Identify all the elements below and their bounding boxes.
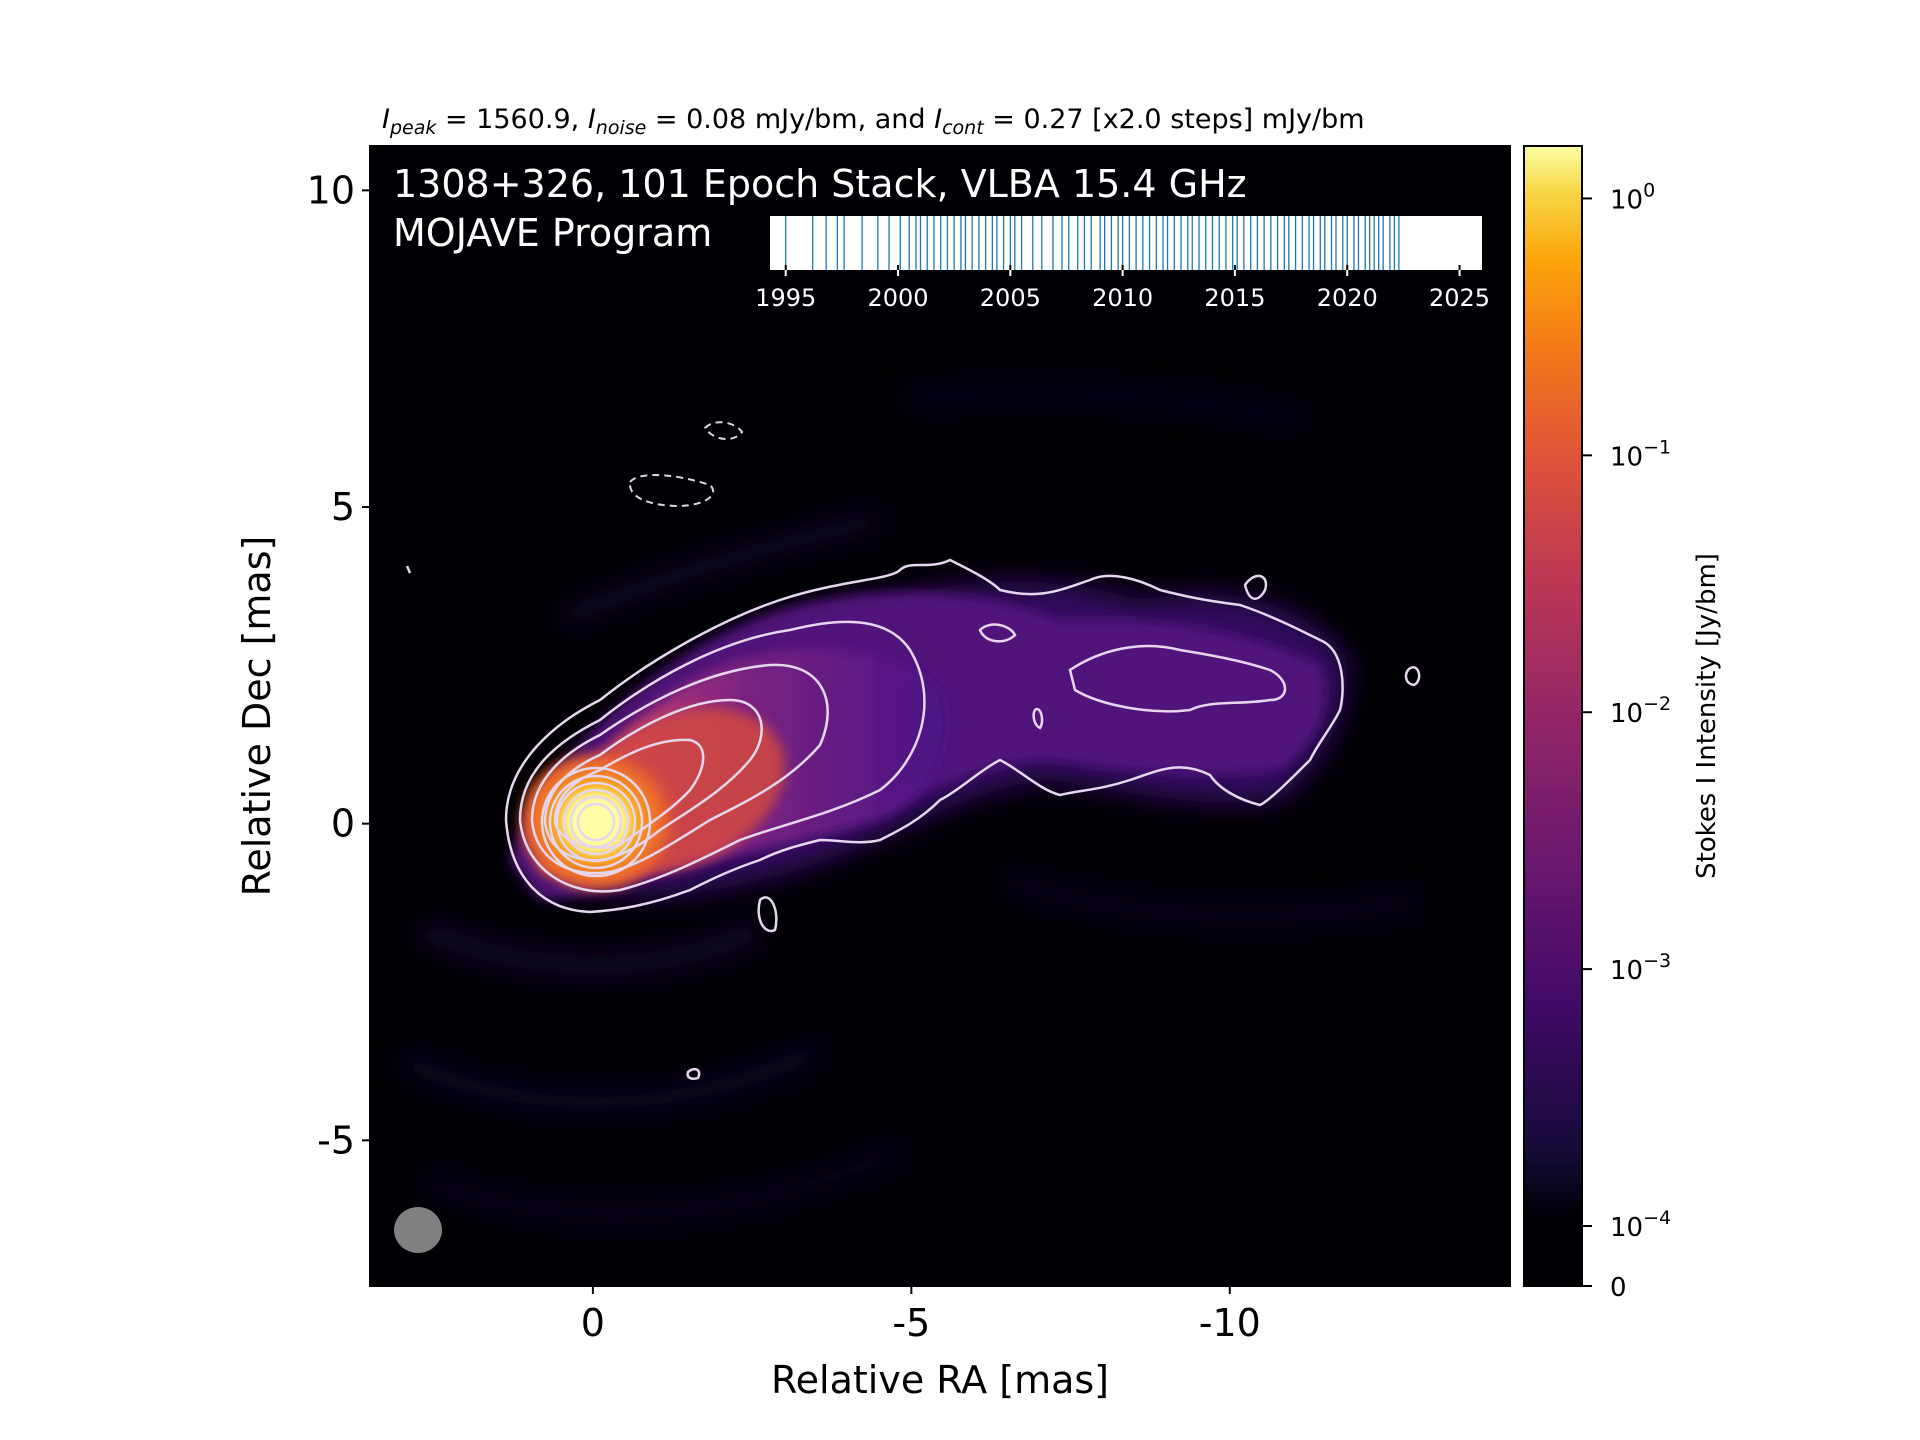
header-part: = 0.08 mJy/bm, and bbox=[646, 104, 934, 135]
colorbar-tick-label: 10−1 bbox=[1610, 436, 1671, 472]
colorbar-tick-exponent: 0 bbox=[1643, 179, 1655, 201]
colorbar-gradient bbox=[1523, 145, 1583, 1287]
epoch-ticks: 1995 2000 2005 2010 2015 2020 2025 bbox=[755, 265, 1490, 312]
epoch-tick-label: 2010 bbox=[1092, 284, 1153, 312]
y-ticks: -5 0 5 10 bbox=[307, 168, 370, 1162]
x-ticks: 0 -5 -10 bbox=[581, 1286, 1261, 1345]
epoch-tick-label: 2020 bbox=[1317, 284, 1378, 312]
header-part: peak bbox=[389, 117, 437, 139]
colorbar-label: Stokes I Intensity [Jy/bm] bbox=[1692, 553, 1722, 879]
epoch-lines bbox=[785, 216, 1400, 270]
epoch-inset-background bbox=[770, 216, 1482, 270]
colorbar-tick-base: 10 bbox=[1610, 442, 1643, 472]
colorbar-tick-base: 10 bbox=[1610, 1213, 1643, 1243]
header-part: = 0.27 [x2.0 steps] mJy/bm bbox=[984, 104, 1365, 135]
colorbar-tick-exponent: −4 bbox=[1643, 1207, 1671, 1229]
y-tick-label: 5 bbox=[331, 485, 355, 529]
chart-header: Ipeak = 1560.9, Inoise = 0.08 mJy/bm, an… bbox=[382, 104, 1365, 139]
colorbar-tick-base: 0 bbox=[1610, 1273, 1627, 1303]
x-tick-label: 0 bbox=[581, 1301, 605, 1345]
beam-ellipse bbox=[394, 1207, 442, 1253]
negative-contours bbox=[628, 421, 744, 508]
header-part: = 1560.9, bbox=[436, 104, 587, 135]
colorbar-tick-label: 0 bbox=[1610, 1273, 1627, 1303]
y-tick-label: 10 bbox=[307, 168, 355, 212]
x-tick-label: -5 bbox=[892, 1301, 930, 1345]
colorbar-tick-exponent: −1 bbox=[1643, 436, 1671, 458]
colorbar-tick-exponent: −3 bbox=[1643, 950, 1671, 972]
y-tick-label: 0 bbox=[331, 802, 355, 846]
colorbar-tick-label: 10−4 bbox=[1610, 1207, 1671, 1243]
colorbar-tick-label: 10−3 bbox=[1610, 950, 1671, 986]
plot-frame bbox=[369, 145, 1511, 1287]
y-tick-label: -5 bbox=[317, 1118, 355, 1162]
colorbar-tick-exponent: −2 bbox=[1643, 693, 1671, 715]
header-part: I bbox=[382, 104, 390, 135]
x-tick-label: -10 bbox=[1199, 1301, 1261, 1345]
image-axes: 1308+326, 101 Epoch Stack, VLBA 15.4 GHz… bbox=[307, 145, 1511, 1345]
colorbar-tick-base: 10 bbox=[1610, 699, 1643, 729]
y-axis-label: Relative Dec [mas] bbox=[235, 536, 279, 897]
epoch-tick-label: 2005 bbox=[980, 284, 1041, 312]
epoch-tick-label: 1995 bbox=[755, 284, 816, 312]
epoch-tick-label: 2000 bbox=[867, 284, 928, 312]
colorbar-tick-label: 100 bbox=[1610, 179, 1655, 215]
colorbar-tick-label: 10−2 bbox=[1610, 693, 1671, 729]
epoch-tick-label: 2025 bbox=[1429, 284, 1490, 312]
contours bbox=[405, 558, 1421, 1080]
epoch-inset: 1995 2000 2005 2010 2015 2020 2025 bbox=[755, 216, 1490, 312]
image-title-line1: 1308+326, 101 Epoch Stack, VLBA 15.4 GHz bbox=[393, 162, 1247, 206]
x-axis-label: Relative RA [mas] bbox=[771, 1358, 1109, 1402]
colorbar-tick-base: 10 bbox=[1610, 185, 1643, 215]
colorbar-tick-base: 10 bbox=[1610, 956, 1643, 986]
header-part: noise bbox=[596, 117, 647, 139]
header-part: I bbox=[934, 104, 942, 135]
epoch-tick-label: 2015 bbox=[1204, 284, 1265, 312]
header-part: I bbox=[588, 104, 596, 135]
header-part: cont bbox=[942, 117, 985, 139]
image-title-line2: MOJAVE Program bbox=[393, 211, 712, 255]
